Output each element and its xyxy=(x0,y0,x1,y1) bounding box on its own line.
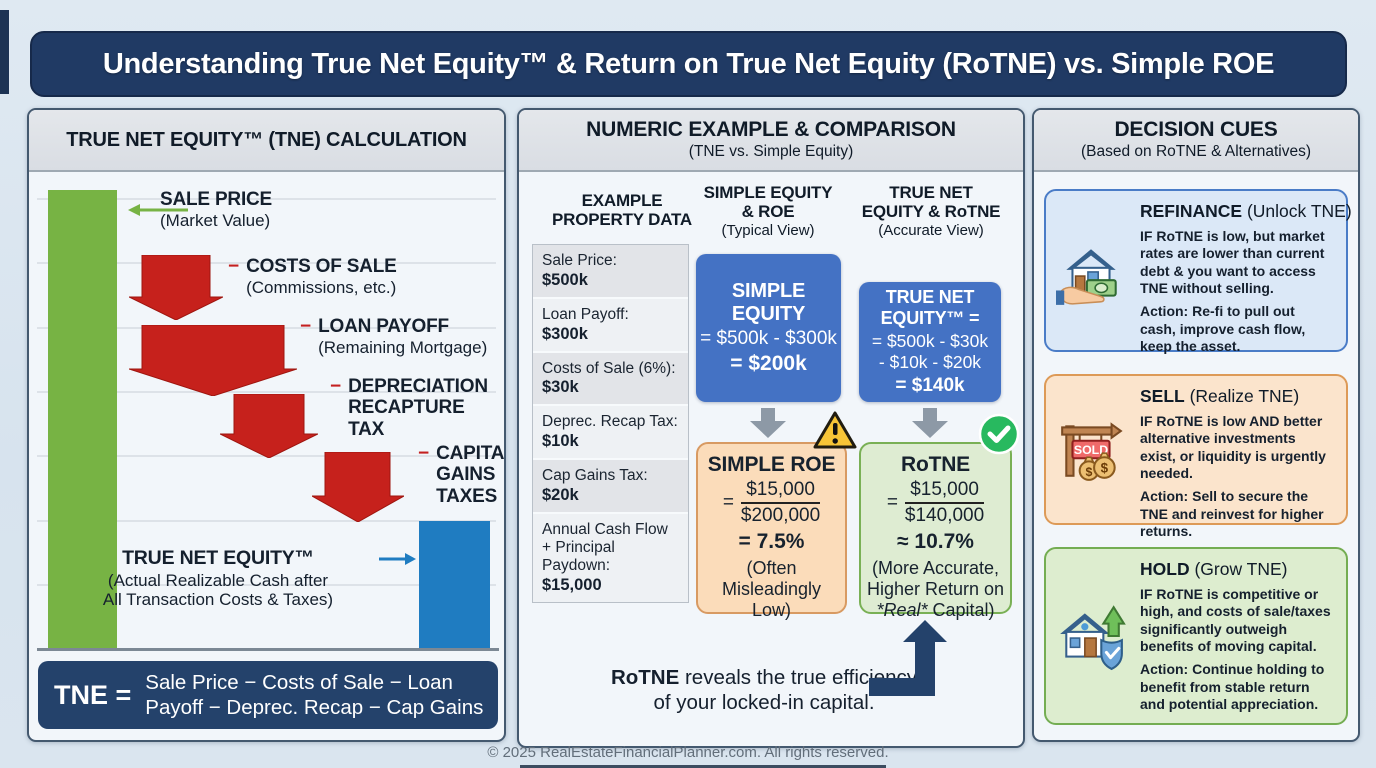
minus-sign: − xyxy=(330,376,342,397)
depreciation-recapture-label: − DEPRECIATION RECAPTURE TAX xyxy=(330,376,488,440)
refinance-card: REFINANCE (Unlock TNE) IF RoTNE is low, … xyxy=(1044,189,1352,355)
true-net-equity-box: TRUE NET EQUITY™ = = $500k - $30k - $10k… xyxy=(859,282,1001,402)
tne-calculation-panel: SALE PRICE (Market Value) − COSTS OF SAL… xyxy=(27,108,506,742)
simple-roe-box: SIMPLE ROE = $15,000 $200,000 = 7.5% (Of… xyxy=(696,442,847,620)
gridline xyxy=(37,584,496,586)
red-down-arrow-icon xyxy=(129,255,223,320)
green-left-arrow-icon xyxy=(128,204,188,216)
sell-if-text: IF RoTNE is low AND better alternative i… xyxy=(1140,413,1326,482)
rotne-fraction: = $15,000 $140,000 xyxy=(886,479,985,526)
left-edge-crop-strip xyxy=(0,10,9,94)
simple-roe-fraction: = $15,000 $200,000 xyxy=(722,479,821,526)
hold-card-title: HOLD (Grow TNE) xyxy=(1140,559,1288,579)
loan-payoff-label: − LOAN PAYOFF (Remaining Mortgage) xyxy=(300,316,488,358)
sell-card-title: SELL (Realize TNE) xyxy=(1140,386,1300,406)
refinance-if-text: IF RoTNE is low, but market rates are lo… xyxy=(1140,228,1325,297)
sale-price-bar xyxy=(48,190,117,648)
rotne-note: (More Accurate, Higher Return on *Real* … xyxy=(866,558,1005,620)
hold-action-text: Action: Continue holding to benefit from… xyxy=(1140,661,1325,713)
takeaway-text: RoTNE reveals the true efficiency of you… xyxy=(610,666,918,714)
costs-of-sale-label: − COSTS OF SALE (Commissions, etc.) xyxy=(228,256,397,298)
table-row: Annual Cash Flow + Principal Paydown: $1… xyxy=(533,514,688,602)
blue-right-arrow-icon xyxy=(379,553,416,565)
chart-baseline xyxy=(37,648,499,651)
decision-cues-panel: DECISION CUES (Based on RoTNE & Alternat… xyxy=(1032,108,1360,742)
table-row: Deprec. Recap Tax: $10k xyxy=(533,406,688,461)
tne-formula-box: TNE = Sale Price − Costs of Sale − Loan … xyxy=(38,661,498,729)
column-header-property-data: EXAMPLE PROPERTY DATA xyxy=(551,191,693,229)
gridline xyxy=(37,198,496,200)
sold-sign-text: SOLD xyxy=(1074,443,1108,457)
hold-if-text: IF RoTNE is competitive or high, and cos… xyxy=(1140,586,1331,655)
minus-sign: − xyxy=(418,443,430,464)
table-row: Sale Price: $500k xyxy=(533,245,688,299)
table-row: Loan Payoff: $300k xyxy=(533,298,688,353)
tne-panel-header: TRUE NET EQUITY™ (TNE) CALCULATION xyxy=(29,110,504,172)
tne-formula-rhs: Sale Price − Costs of Sale − Loan Payoff… xyxy=(145,671,484,719)
column-header-simple-equity: SIMPLE EQUITY & ROE (Typical View) xyxy=(703,183,833,240)
simple-equity-box: SIMPLE EQUITY = $500k - $300k = $200k xyxy=(696,254,841,402)
sell-card: SELL (Realize TNE) IF RoTNE is low AND b… xyxy=(1044,374,1348,539)
sell-action-text: Action: Sell to secure the TNE and reinv… xyxy=(1140,488,1324,540)
property-data-table: Sale Price: $500k Loan Payoff: $300k Cos… xyxy=(532,244,689,603)
refinance-card-title: REFINANCE (Unlock TNE) xyxy=(1140,201,1352,221)
table-row: Cap Gains Tax: $20k xyxy=(533,460,688,515)
bottom-edge-crop-strip xyxy=(520,765,886,768)
numeric-example-panel: NUMERIC EXAMPLE & COMPARISON (TNE vs. Si… xyxy=(517,108,1025,748)
red-down-arrow-icon xyxy=(129,325,297,396)
gray-down-arrow-icon xyxy=(912,408,948,438)
red-down-arrow-icon xyxy=(220,394,318,458)
dollar-symbol: $ xyxy=(1101,461,1109,476)
dollar-symbol: $ xyxy=(1086,465,1093,479)
tne-formula-lhs: TNE = xyxy=(54,679,132,710)
gray-down-arrow-icon xyxy=(750,408,786,438)
refinance-action-text: Action: Re-fi to pull out cash, improve … xyxy=(1140,303,1306,355)
up-elbow-arrow-icon xyxy=(869,620,947,696)
sale-price-label: SALE PRICE (Market Value) xyxy=(160,189,273,231)
rotne-box: RoTNE = $15,000 $140,000 ≈ 10.7% (More A… xyxy=(859,442,1012,620)
house-shield-icon xyxy=(1060,605,1126,671)
gridline xyxy=(37,391,496,393)
copyright-footer: © 2025 RealEstateFinancialPlanner.com. A… xyxy=(487,744,889,761)
column-header-true-net-equity: TRUE NET EQUITY & RoTNE (Accurate View) xyxy=(861,183,1001,240)
minus-sign: − xyxy=(300,316,312,337)
check-icon xyxy=(978,413,1020,455)
page-title: Understanding True Net Equity™ & Return … xyxy=(30,31,1347,97)
gridline xyxy=(37,520,496,522)
decision-panel-header: DECISION CUES (Based on RoTNE & Alternat… xyxy=(1034,110,1358,172)
true-net-equity-bar xyxy=(419,521,490,648)
minus-sign: − xyxy=(228,256,240,277)
gridline xyxy=(37,262,496,264)
sold-sign-icon: SOLD $ $ xyxy=(1061,422,1123,481)
warning-icon xyxy=(813,411,857,449)
capital-gains-label: − CAPITAL GAINS TAXES xyxy=(418,443,505,507)
true-net-equity-label: TRUE NET EQUITY™ (Actual Realizable Cash… xyxy=(102,547,334,609)
hold-card: HOLD (Grow TNE) IF RoTNE is competitive … xyxy=(1044,547,1348,725)
table-row: Costs of Sale (6%): $30k xyxy=(533,352,688,407)
red-down-arrow-icon xyxy=(312,452,404,522)
numeric-panel-header: NUMERIC EXAMPLE & COMPARISON (TNE vs. Si… xyxy=(519,110,1023,172)
house-cash-hand-icon xyxy=(1056,249,1117,305)
